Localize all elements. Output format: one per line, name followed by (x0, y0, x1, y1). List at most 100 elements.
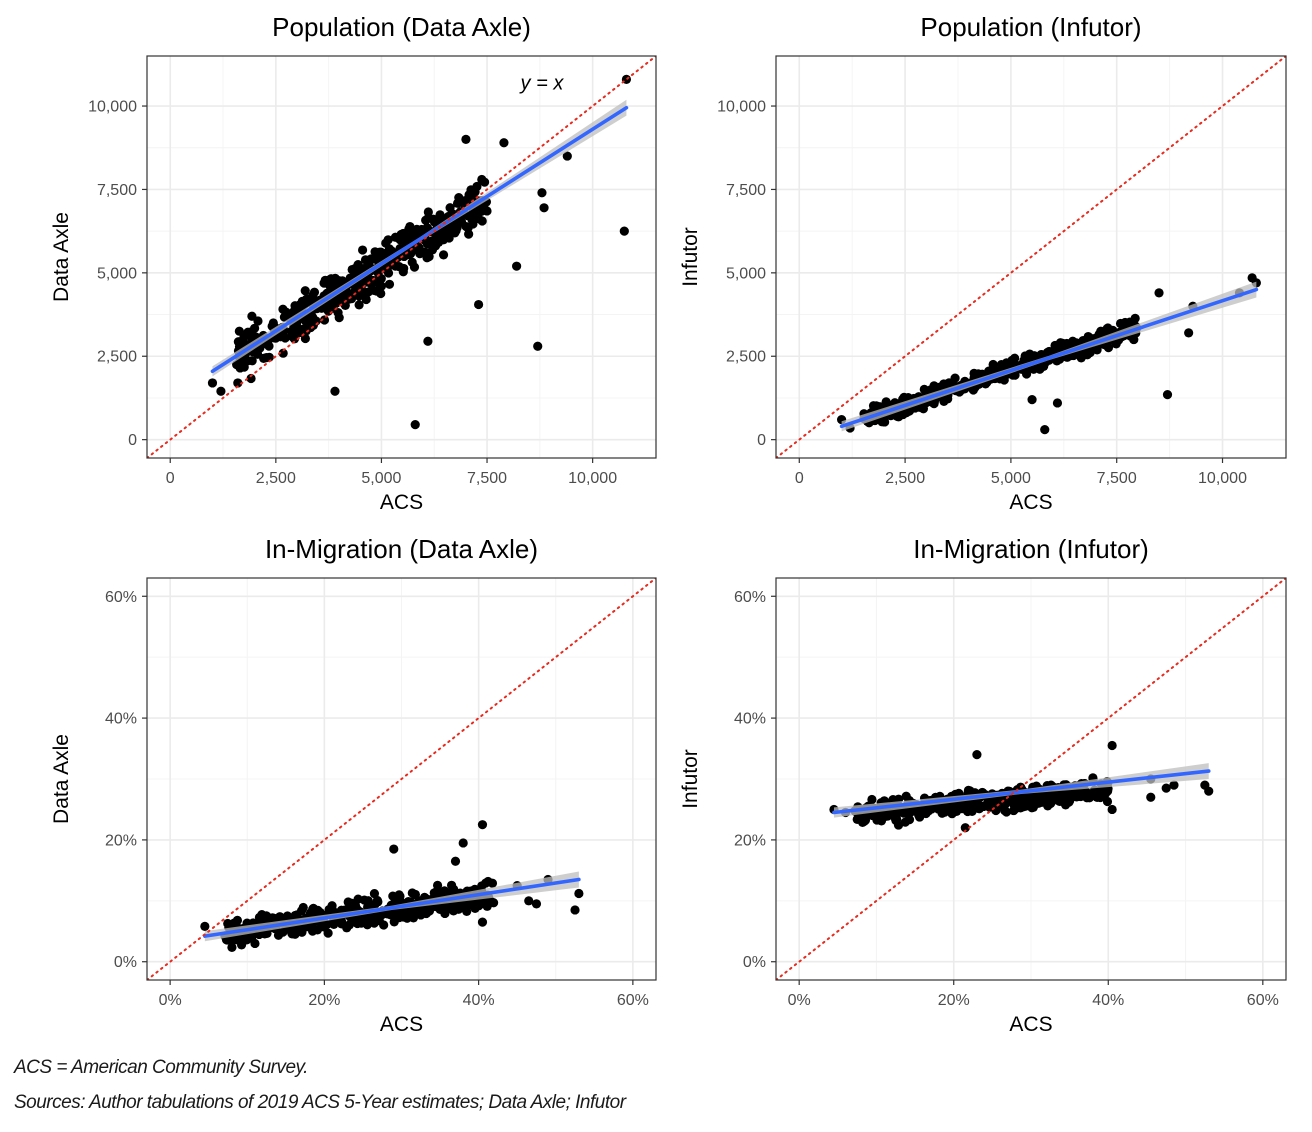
panel-1: 0 2,500 5,000 7,500 10,000 0 2,500 5,000 7,500 10… (50, 12, 657, 514)
data-point (499, 138, 509, 148)
data-point (1082, 793, 1092, 803)
data-point (239, 332, 249, 343)
data-point (461, 134, 471, 145)
data-point (438, 250, 449, 260)
data-point (384, 279, 395, 289)
x-axis-title: ACS (380, 491, 423, 514)
data-point (253, 316, 263, 326)
data-point (960, 823, 970, 833)
data-point (305, 908, 316, 918)
data-point (374, 252, 384, 262)
data-point (287, 331, 297, 341)
y-tick-label: 2,500 (97, 349, 137, 366)
y-tick-label: 0 (128, 432, 137, 449)
data-point (200, 921, 210, 932)
data-point (1052, 398, 1063, 408)
y-tick-label: 7,500 (97, 182, 137, 199)
data-point (432, 880, 443, 890)
x-tick-label: 5,000 (361, 470, 401, 487)
major-grid (776, 56, 1286, 458)
data-point (233, 378, 243, 388)
data-point (458, 838, 468, 848)
panel-title: In-Migration (Data Axle) (265, 534, 538, 564)
y-axis-title: Infutor (679, 227, 702, 287)
data-point (893, 820, 904, 830)
x-tick-label: 10,000 (568, 470, 617, 487)
data-point (903, 809, 913, 819)
data-point (1107, 804, 1117, 815)
data-point (300, 286, 310, 296)
data-point (278, 348, 288, 358)
x-tick-label: 40% (463, 992, 495, 1009)
data-point (370, 913, 381, 923)
data-point (1027, 395, 1037, 405)
major-grid (776, 578, 1286, 980)
y-tick-label: 5,000 (97, 265, 137, 282)
data-point (383, 268, 394, 278)
x-tick-label: 40% (1092, 992, 1124, 1009)
data-point (389, 844, 399, 854)
x-tick-label: 0 (166, 470, 175, 487)
x-tick-label: 7,500 (1097, 470, 1137, 487)
data-point (319, 315, 330, 325)
identity-line (147, 56, 656, 458)
data-point (398, 228, 408, 239)
data-point (1011, 803, 1021, 814)
data-point (481, 878, 491, 888)
x-axis-title: ACS (1009, 1013, 1052, 1036)
data-point (407, 257, 417, 267)
data-point (376, 281, 387, 291)
figure: 0 2,500 5,000 7,500 10,000 0 2,500 5,000 7,500 10… (50, 12, 1287, 1036)
data-point (1120, 317, 1130, 328)
y-axis-title: Data Axle (50, 212, 73, 302)
data-point (461, 221, 471, 232)
plot-content (776, 56, 1286, 458)
data-point (216, 386, 226, 396)
plot-content (147, 56, 656, 458)
x-axis-title: ACS (380, 1013, 423, 1036)
data-point (857, 817, 868, 828)
y-tick-label: 2,500 (726, 349, 766, 366)
data-point (570, 905, 580, 915)
x-tick-label: 60% (617, 992, 649, 1009)
fit-line (839, 287, 1259, 429)
data-point (1107, 740, 1117, 751)
data-point (302, 294, 312, 304)
x-tick-label: 0 (795, 470, 804, 487)
data-point (988, 359, 998, 370)
data-point (369, 888, 380, 899)
data-point (410, 420, 420, 430)
data-point (417, 226, 427, 237)
data-point (539, 203, 549, 213)
data-point (395, 891, 405, 901)
y-tick-label: 20% (105, 832, 137, 849)
data-point (1146, 792, 1156, 802)
data-point (420, 247, 430, 257)
data-point (1061, 340, 1071, 350)
plot-content (147, 578, 656, 980)
data-point (354, 300, 364, 310)
fit-line (832, 769, 1211, 815)
data-point (301, 326, 311, 336)
y-tick-label: 0 (757, 432, 766, 449)
data-point (330, 386, 340, 396)
data-point (477, 216, 487, 226)
data-point (323, 928, 333, 938)
plot-border (146, 55, 657, 459)
panel-4: 0% 20% 40% 60% 0% 20% 40% 60% In-Migration (Infu… (679, 534, 1287, 1036)
footnote-acs: ACS = American Community Survey. (14, 1057, 308, 1078)
data-point (445, 203, 455, 213)
data-point (473, 299, 484, 310)
data-point (487, 878, 498, 888)
x-tick-label: 2,500 (885, 470, 925, 487)
data-point (1204, 786, 1214, 796)
data-point (384, 244, 394, 254)
data-point (1129, 334, 1139, 345)
data-point (262, 912, 273, 922)
x-tick-label: 5,000 (991, 470, 1031, 487)
data-point (1040, 425, 1050, 435)
panel-title: In-Migration (Infutor) (913, 534, 1149, 564)
minor-grid (776, 56, 1286, 458)
data-point (361, 294, 371, 305)
data-point (260, 929, 270, 939)
